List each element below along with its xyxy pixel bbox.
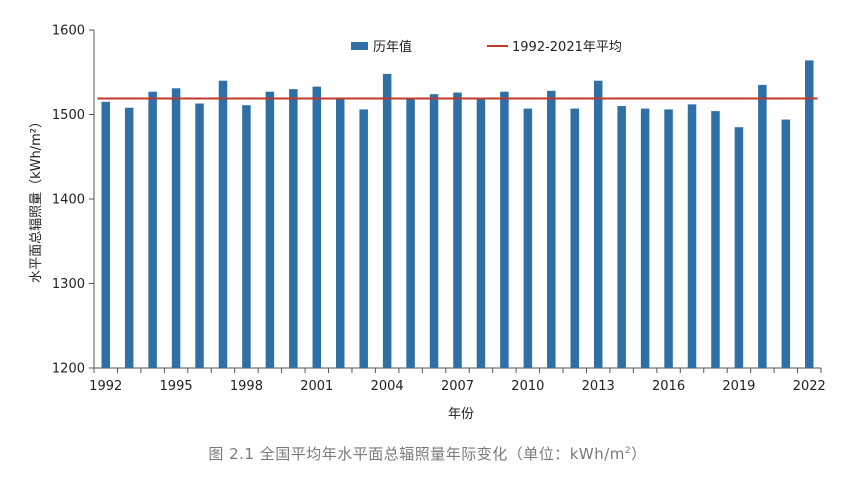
x-tick-label: 2010 <box>511 379 544 394</box>
y-tick-label: 1300 <box>52 277 85 292</box>
x-tick-label: 1995 <box>160 379 193 394</box>
bar <box>359 109 368 369</box>
bar <box>218 80 228 368</box>
x-tick-label: 2007 <box>441 379 474 394</box>
caption-superscript: 2 <box>624 446 632 456</box>
y-tick-label: 1500 <box>52 108 85 123</box>
x-tick-label: 2004 <box>371 379 404 394</box>
y-tick-label: 1200 <box>52 362 85 377</box>
bar-chart: 水平面总辐照量（kWh/m²） 1200 1300 1400 1500 1600 1992… <box>29 24 826 423</box>
bar <box>711 111 720 369</box>
x-tick-label: 1992 <box>89 379 122 394</box>
bar <box>406 99 415 368</box>
bar <box>171 88 181 369</box>
bar <box>429 94 439 368</box>
bar <box>781 119 791 368</box>
bar <box>593 80 603 368</box>
x-tick-label: 2013 <box>582 379 615 394</box>
x-tick-label: 2019 <box>722 379 755 394</box>
bar <box>687 104 697 369</box>
bar <box>805 60 814 369</box>
bar <box>265 91 275 368</box>
y-tick-label: 1600 <box>52 24 85 39</box>
figure-caption: 图 2.1 全国平均年水平面总辐照量年际变化（单位：kWh/m2） <box>0 443 855 464</box>
y-axis-title: 水平面总辐照量（kWh/m²） <box>29 115 44 283</box>
bar <box>547 90 556 368</box>
bar <box>617 106 626 369</box>
legend-label-series: 历年值 <box>373 39 412 55</box>
x-axis-title: 年份 <box>448 407 474 422</box>
bar <box>335 99 345 368</box>
x-tick-label: 2016 <box>652 379 685 394</box>
bar <box>453 92 462 368</box>
bar <box>758 84 767 369</box>
caption-suffix: ） <box>631 445 647 463</box>
bar <box>242 105 251 368</box>
bar <box>734 127 744 368</box>
bar <box>500 91 509 368</box>
bar <box>523 108 533 369</box>
x-tick-label: 2022 <box>793 379 826 394</box>
bar <box>476 99 486 368</box>
x-tick-label: 1998 <box>230 379 263 394</box>
caption-text: 图 2.1 全国平均年水平面总辐照量年际变化（单位：kWh/m <box>208 445 625 463</box>
legend: 历年值 1992-2021年平均 <box>351 39 622 55</box>
bar <box>312 86 322 369</box>
bar <box>382 73 392 368</box>
bar <box>640 108 650 369</box>
bar <box>664 109 673 369</box>
plot-area: 1200 1300 1400 1500 1600 1992 1995 1998 2001 2004… <box>52 24 826 395</box>
bar <box>148 91 157 368</box>
bar <box>101 101 110 368</box>
bar <box>124 107 134 369</box>
x-tick-label: 2001 <box>300 379 333 394</box>
legend-swatch-bar <box>351 42 368 50</box>
y-axis-title-text: 水平面总辐照量（kWh/m²） <box>29 115 44 283</box>
y-tick-label: 1400 <box>52 193 85 208</box>
bar <box>570 108 580 369</box>
legend-label-average: 1992-2021年平均 <box>512 40 622 55</box>
bar <box>195 103 204 368</box>
bar <box>289 89 298 369</box>
